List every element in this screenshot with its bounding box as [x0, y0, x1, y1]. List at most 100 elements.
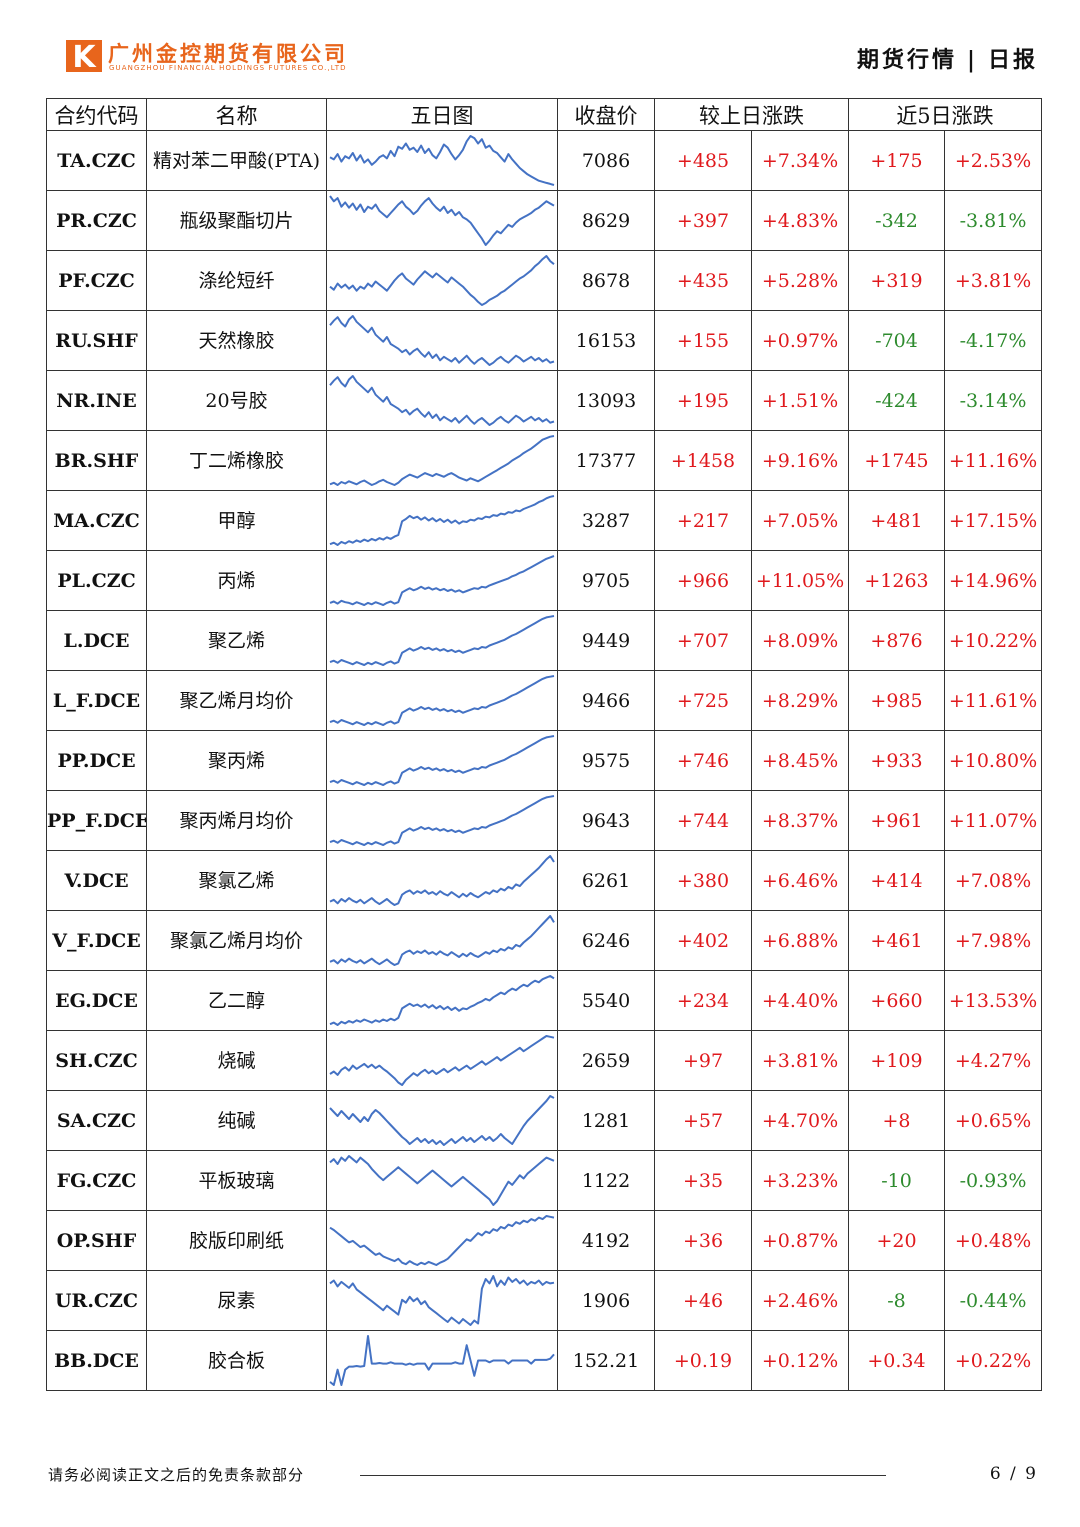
daily-change-percent: +8.09%: [751, 610, 849, 671]
contract-name: 平板玻璃: [146, 1150, 327, 1211]
title-separator: |: [966, 47, 978, 73]
five-day-change-percent: +7.08%: [944, 850, 1042, 911]
five-day-change-percent: +11.16%: [944, 430, 1042, 491]
sparkline-chart: [329, 435, 555, 486]
sparkline-path: [329, 315, 555, 366]
table-row: PR.CZC 瓶级聚酯切片 8629 +397 +4.83% -342 -3.81%: [46, 190, 1042, 251]
five-day-sparkline: [326, 850, 558, 911]
sparkline-chart: [329, 135, 555, 186]
table-row: PL.CZC 丙烯 9705 +966 +11.05% +1263 +14.96%: [46, 550, 1042, 611]
table-row: OP.SHF 胶版印刷纸 4192 +36 +0.87% +20 +0.48%: [46, 1210, 1042, 1271]
sparkline-chart: [329, 795, 555, 846]
sparkline-path: [329, 495, 555, 546]
table-row: BR.SHF 丁二烯橡胶 17377 +1458 +9.16% +1745 +11.16%: [46, 430, 1042, 491]
contract-code: PR.CZC: [46, 190, 147, 251]
daily-change-value: +46: [654, 1270, 752, 1331]
five-day-change-value: +961: [848, 790, 945, 851]
daily-change-percent: +4.40%: [751, 970, 849, 1031]
daily-change-percent: +4.70%: [751, 1090, 849, 1151]
daily-change-percent: +2.46%: [751, 1270, 849, 1331]
contract-name: 聚氯乙烯月均价: [146, 910, 327, 971]
header-name: 名称: [146, 98, 327, 131]
contract-code: V_F.DCE: [46, 910, 147, 971]
contract-code: MA.CZC: [46, 490, 147, 551]
table-row: SA.CZC 纯碱 1281 +57 +4.70% +8 +0.65%: [46, 1090, 1042, 1151]
sparkline-path: [329, 1035, 555, 1086]
close-price: 1122: [557, 1150, 655, 1211]
five-day-sparkline: [326, 1270, 558, 1331]
contract-code: BB.DCE: [46, 1330, 147, 1391]
contract-code: SH.CZC: [46, 1030, 147, 1091]
sparkline-chart: [329, 1095, 555, 1146]
header-code: 合约代码: [46, 98, 147, 131]
footer-divider: [360, 1475, 886, 1476]
sparkline-path: [329, 975, 555, 1026]
sparkline-path: [329, 1335, 555, 1386]
daily-change-value: +36: [654, 1210, 752, 1271]
five-day-change-value: -342: [848, 190, 945, 251]
contract-name: 聚丙烯: [146, 730, 327, 791]
five-day-change-value: -704: [848, 310, 945, 371]
close-price: 8629: [557, 190, 655, 251]
five-day-change-value: -10: [848, 1150, 945, 1211]
table-row: UR.CZC 尿素 1906 +46 +2.46% -8 -0.44%: [46, 1270, 1042, 1331]
contract-code: V.DCE: [46, 850, 147, 911]
sparkline-path: [329, 675, 555, 726]
daily-change-value: +707: [654, 610, 752, 671]
daily-change-value: +97: [654, 1030, 752, 1091]
five-day-change-percent: -3.81%: [944, 190, 1042, 251]
close-price: 1906: [557, 1270, 655, 1331]
close-price: 9466: [557, 670, 655, 731]
daily-change-percent: +6.88%: [751, 910, 849, 971]
five-day-change-percent: +4.27%: [944, 1030, 1042, 1091]
header-five-day-chart: 五日图: [326, 98, 558, 131]
svg-text:K: K: [72, 40, 97, 72]
close-price: 4192: [557, 1210, 655, 1271]
table-row: EG.DCE 乙二醇 5540 +234 +4.40% +660 +13.53%: [46, 970, 1042, 1031]
five-day-sparkline: [326, 970, 558, 1031]
contract-code: PP_F.DCE: [46, 790, 147, 851]
daily-change-percent: +0.97%: [751, 310, 849, 371]
five-day-change-percent: +0.65%: [944, 1090, 1042, 1151]
contract-code: FG.CZC: [46, 1150, 147, 1211]
five-day-change-percent: -0.44%: [944, 1270, 1042, 1331]
sparkline-path: [329, 1095, 555, 1146]
contract-name: 甲醇: [146, 490, 327, 551]
sparkline-chart: [329, 855, 555, 906]
daily-change-value: +217: [654, 490, 752, 551]
contract-name: 涤纶短纤: [146, 250, 327, 311]
daily-change-percent: +7.05%: [751, 490, 849, 551]
five-day-sparkline: [326, 1030, 558, 1091]
table-row: PP.DCE 聚丙烯 9575 +746 +8.45% +933 +10.80%: [46, 730, 1042, 791]
close-price: 6246: [557, 910, 655, 971]
sparkline-path: [329, 435, 555, 486]
daily-change-percent: +3.23%: [751, 1150, 849, 1211]
header-daily-change: 较上日涨跌: [654, 98, 849, 131]
sparkline-chart: [329, 1275, 555, 1326]
daily-change-percent: +11.05%: [751, 550, 849, 611]
company-logo-icon: K: [66, 40, 102, 72]
close-price: 16153: [557, 310, 655, 371]
contract-name: 烧碱: [146, 1030, 327, 1091]
contract-code: PL.CZC: [46, 550, 147, 611]
sparkline-path: [329, 615, 555, 666]
five-day-change-percent: +10.22%: [944, 610, 1042, 671]
contract-code: TA.CZC: [46, 130, 147, 191]
sparkline-path: [329, 1155, 555, 1206]
sparkline-chart: [329, 375, 555, 426]
sparkline-chart: [329, 1335, 555, 1386]
daily-change-percent: +0.87%: [751, 1210, 849, 1271]
table-row: MA.CZC 甲醇 3287 +217 +7.05% +481 +17.15%: [46, 490, 1042, 551]
daily-change-value: +380: [654, 850, 752, 911]
close-price: 7086: [557, 130, 655, 191]
five-day-change-value: +1745: [848, 430, 945, 491]
report-period: 日报: [987, 47, 1038, 73]
five-day-change-percent: +11.61%: [944, 670, 1042, 731]
sparkline-chart: [329, 675, 555, 726]
five-day-change-value: +1263: [848, 550, 945, 611]
close-price: 8678: [557, 250, 655, 311]
daily-change-value: +57: [654, 1090, 752, 1151]
sparkline-chart: [329, 615, 555, 666]
page-footer: 请务必阅读正文之后的免责条款部分 6 / 9: [48, 1464, 1038, 1488]
five-day-sparkline: [326, 430, 558, 491]
